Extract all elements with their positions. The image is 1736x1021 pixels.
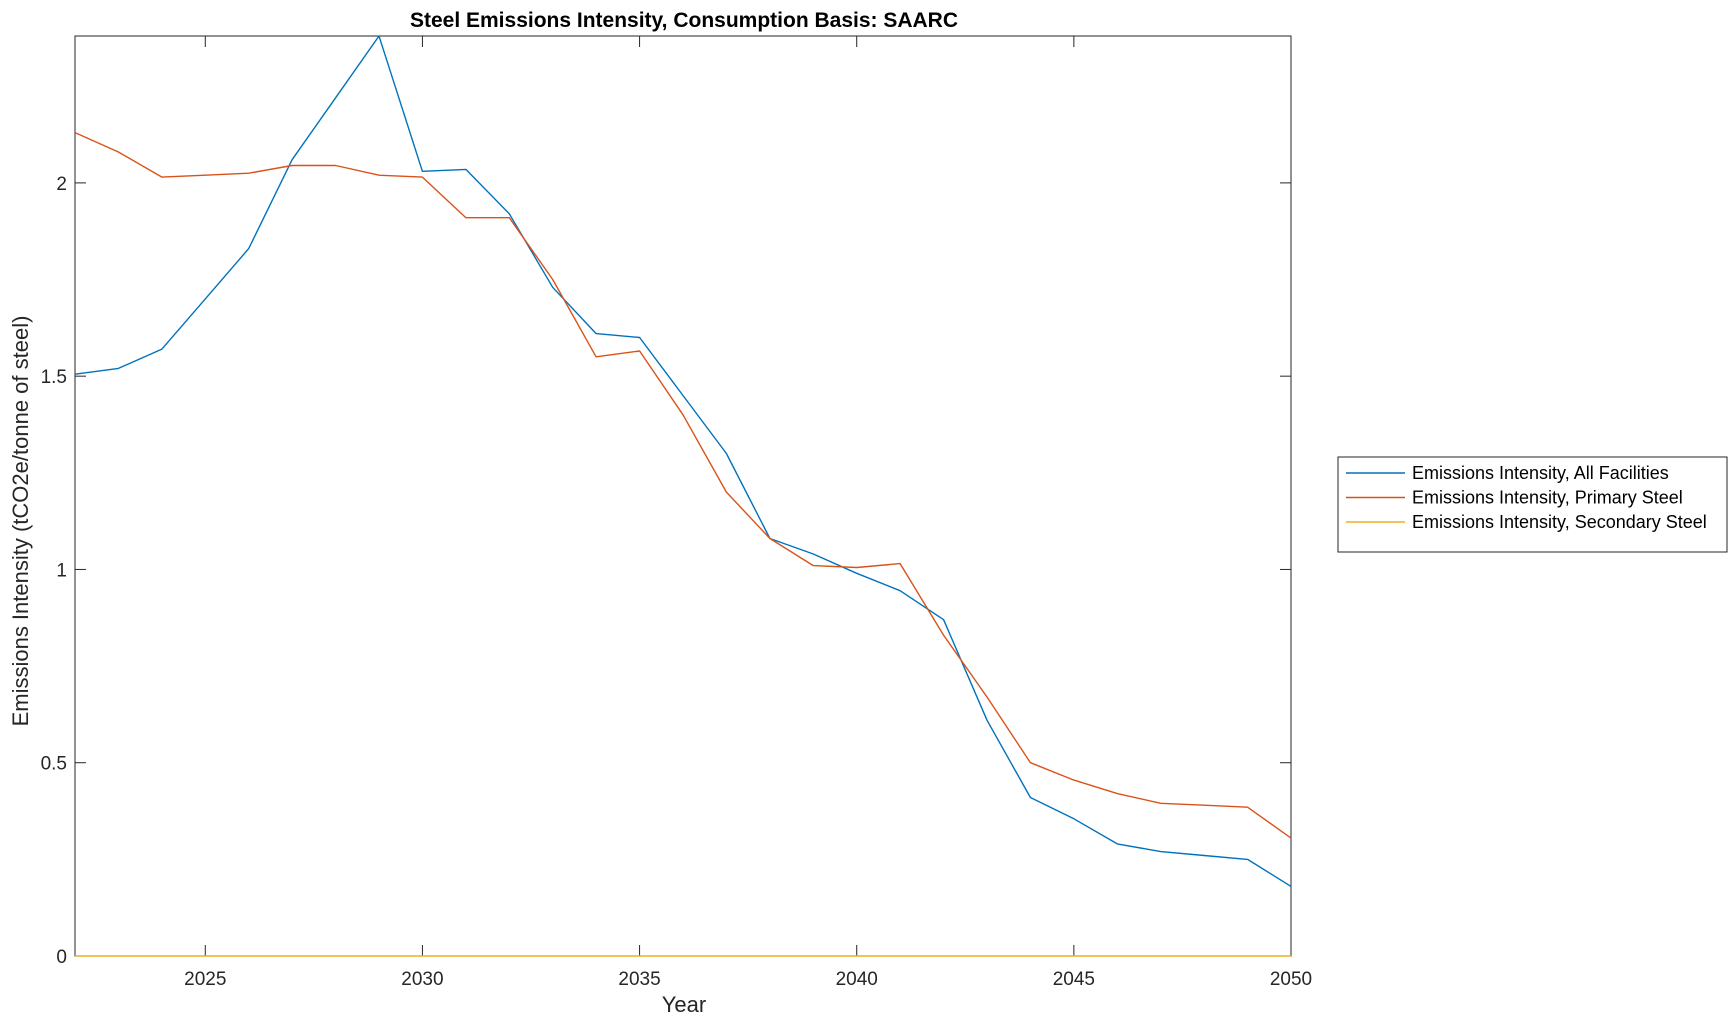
series-line-1: [75, 35, 1291, 887]
x-axis-label: Year: [662, 992, 706, 1017]
chart-title: Steel Emissions Intensity, Consumption B…: [410, 9, 958, 32]
y-tick-label: 1: [56, 560, 67, 581]
legend: Emissions Intensity, All Facilities Emiss…: [1337, 456, 1728, 553]
y-tick-label: 1.5: [41, 367, 67, 388]
x-tick-label: 2050: [1270, 969, 1312, 990]
axes-box: [74, 35, 1292, 957]
y-tick-label: 0.5: [41, 754, 67, 775]
series-line-2: [75, 131, 1291, 839]
legend-entry-3: Emissions Intensity, Secondary Steel: [1412, 512, 1707, 532]
legend-entry-2: Emissions Intensity, Primary Steel: [1412, 488, 1683, 508]
x-tick-label: 2025: [184, 969, 226, 990]
plot-area: 2025 2030 2035 2040 2045 2050 0 0.5 1 1.5 2: [41, 35, 1312, 990]
legend-entry-1: Emissions Intensity, All Facilities: [1412, 463, 1669, 483]
y-tick-label: 0: [56, 947, 67, 968]
y-axis-label: Emissions Intensity (tCO2e/tonne of stee…: [8, 316, 33, 727]
x-tick-label: 2040: [836, 969, 878, 990]
series-lines: [75, 35, 1291, 957]
x-tick-label: 2035: [618, 969, 660, 990]
x-tick-label: 2030: [401, 969, 443, 990]
y-tick-label: 2: [56, 174, 67, 195]
x-tick-label: 2045: [1053, 969, 1095, 990]
